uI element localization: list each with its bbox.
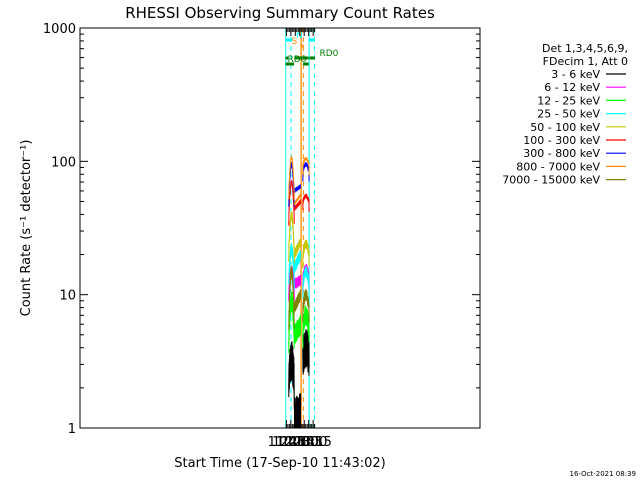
plot-frame bbox=[79, 27, 481, 429]
x-tick-label: 12:45 bbox=[285, 435, 322, 450]
flag-label: S bbox=[292, 37, 298, 47]
y-tick-label: 1000 bbox=[43, 22, 76, 37]
legend-header: FDecim 1, Att 0 bbox=[543, 55, 628, 68]
legend-label: 300 - 800 keV bbox=[523, 147, 600, 160]
legend-label: 3 - 6 keV bbox=[551, 68, 600, 81]
legend-header: Det 1,3,4,5,6,9, bbox=[542, 42, 628, 55]
timestamp: 16-Oct-2021 08:39 bbox=[570, 470, 636, 478]
x-tick-label: 11:45 bbox=[268, 435, 305, 450]
series-line bbox=[288, 329, 310, 429]
legend-label: 7000 - 15000 keV bbox=[502, 174, 600, 187]
x-tick-label: 12:30 bbox=[281, 435, 318, 450]
y-axis-label: Count Rate (s⁻¹ detector⁻¹) bbox=[19, 140, 34, 317]
series-line bbox=[288, 180, 310, 226]
series-line bbox=[288, 211, 310, 269]
y-tick-label: 10 bbox=[59, 289, 76, 304]
y-axis: 1 10 100 1000 bbox=[43, 22, 480, 437]
plot-area: NSRD0RD6 bbox=[285, 28, 339, 429]
flag-label: RD0 bbox=[319, 49, 338, 59]
series-line bbox=[288, 265, 310, 330]
x-tick-label: 12:15 bbox=[277, 435, 314, 450]
legend-label: 800 - 7000 keV bbox=[516, 160, 600, 173]
flag-label: RD6 bbox=[287, 55, 306, 65]
y-tick-label: 1 bbox=[68, 422, 76, 437]
series-line bbox=[288, 291, 310, 354]
legend-label: 6 - 12 keV bbox=[544, 81, 600, 94]
x-tick-label: 13:15 bbox=[294, 435, 331, 450]
chart-title: RHESSI Observing Summary Count Rates bbox=[125, 4, 435, 22]
legend: Det 1,3,4,5,6,9,FDecim 1, Att 03 - 6 keV… bbox=[502, 42, 628, 187]
x-axis-label: Start Time (17-Sep-10 11:43:02) bbox=[174, 456, 385, 471]
legend-label: 100 - 300 keV bbox=[523, 134, 600, 147]
y-tick-label: 100 bbox=[51, 155, 76, 170]
series-line bbox=[288, 243, 310, 299]
legend-label: 50 - 100 keV bbox=[530, 121, 600, 134]
legend-label: 12 - 25 keV bbox=[537, 94, 600, 107]
x-tick-label: 13:00 bbox=[290, 435, 327, 450]
x-tick-label: 12:00 bbox=[272, 435, 309, 450]
series-line bbox=[288, 155, 310, 206]
legend-label: 25 - 50 keV bbox=[537, 108, 600, 121]
